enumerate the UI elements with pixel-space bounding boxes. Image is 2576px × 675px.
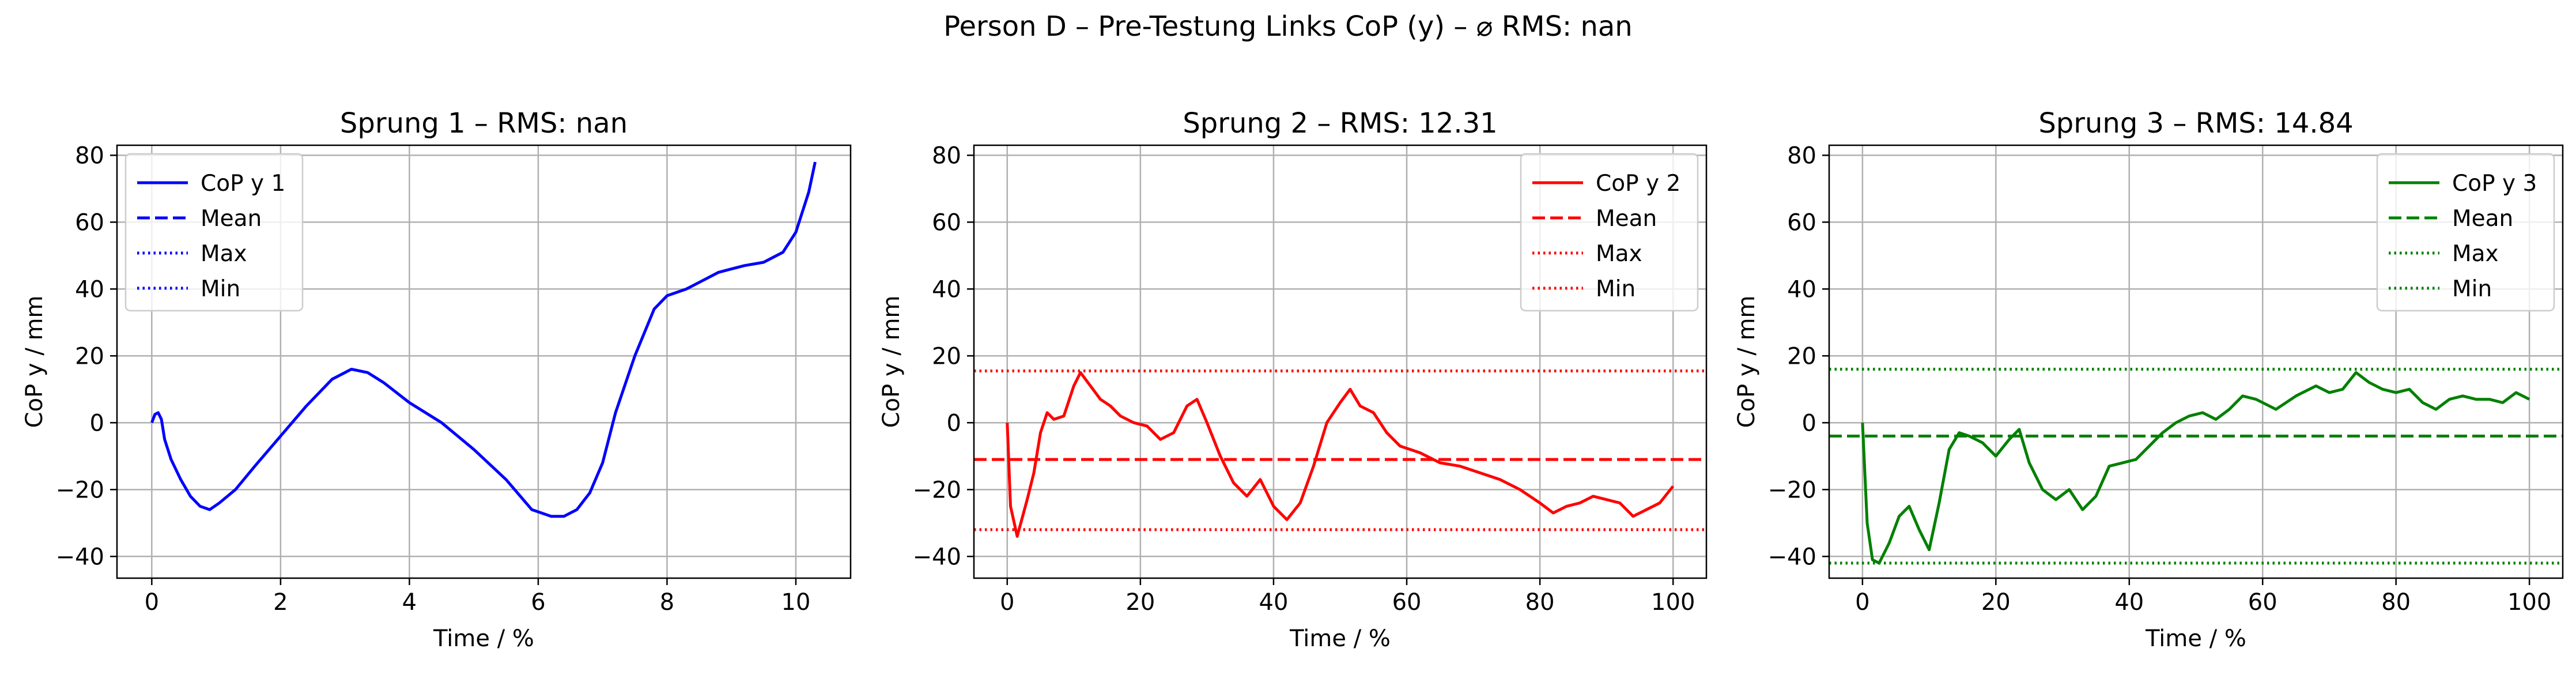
figure-title: Person D – Pre-Testung Links CoP (y) – ⌀…: [943, 10, 1632, 43]
y-tick-label: 80: [1787, 142, 1816, 169]
legend-box: [2376, 153, 2555, 312]
y-tick-label: −20: [913, 477, 961, 503]
x-tick-label: 100: [1651, 589, 1695, 616]
x-axis-label: Time / %: [1289, 625, 1391, 652]
y-tick-label: 40: [1787, 276, 1816, 303]
y-tick-label: −20: [56, 477, 104, 503]
x-tick-label: 8: [660, 589, 674, 616]
x-axis-label: Time / %: [433, 625, 534, 652]
x-tick-label: 6: [531, 589, 545, 616]
legend-label: CoP y 1: [201, 171, 285, 197]
axes-frame: [973, 144, 1708, 579]
x-tick-label: 100: [2507, 589, 2551, 616]
legend-box: [124, 153, 304, 312]
subplot-1: 0 2 4 6 8 10 −40 −20 0 20 40 60 80 Sprung 1 – RMS: na…: [21, 107, 852, 652]
series-line-1: [1006, 371, 1675, 538]
y-tick-label: 20: [932, 343, 961, 369]
y-tick-label: 20: [1787, 343, 1816, 369]
legend-label: Min: [2452, 276, 2492, 302]
x-tick-label: 40: [2114, 589, 2144, 616]
x-tick-label: 2: [273, 589, 288, 616]
legend-label: Mean: [201, 206, 262, 232]
series-line-1: [1861, 371, 2530, 565]
series-line-1: [150, 161, 817, 518]
x-tick-label: 40: [1259, 589, 1289, 616]
y-tick-label: −40: [56, 544, 104, 570]
y-tick-label: 20: [75, 343, 104, 369]
y-tick-label: 80: [932, 142, 961, 169]
y-tick-label: 0: [90, 410, 104, 436]
x-tick-label: 0: [1000, 589, 1014, 616]
subplot-title: Sprung 2 – RMS: 12.31: [1183, 107, 1497, 139]
legend: CoP y 1 Mean Max Min: [124, 153, 304, 312]
x-tick-label: 80: [1525, 589, 1555, 616]
x-tick-label: 60: [1392, 589, 1422, 616]
y-tick-label: 0: [1802, 410, 1816, 436]
y-tick-label: 40: [75, 276, 104, 303]
y-tick-label: 0: [947, 410, 961, 436]
x-tick-label: 0: [145, 589, 159, 616]
subplot-2: 0 20 40 60 80 100 −40 −20 0 20 40 60 80 Sprung 2 – RM…: [878, 107, 1708, 652]
x-tick-label: 0: [1855, 589, 1869, 616]
legend-label: Min: [201, 276, 240, 302]
x-tick-label: 10: [781, 589, 811, 616]
y-axis-label: CoP y / mm: [878, 296, 905, 428]
legend-label: Mean: [1596, 206, 1657, 232]
x-tick-label: 60: [2248, 589, 2277, 616]
y-tick-label: −40: [1768, 544, 1816, 570]
subplot-3: 0 20 40 60 80 100 −40 −20 0 20 40 60 80 Sprung 3 – RM…: [1733, 107, 2564, 652]
y-axis-label: CoP y / mm: [21, 296, 48, 428]
legend: CoP y 2 Mean Max Min: [1520, 153, 1699, 312]
y-tick-label: 80: [75, 142, 104, 169]
legend-label: Min: [1596, 276, 1636, 302]
y-tick-label: 60: [932, 209, 961, 236]
x-tick-label: 80: [2381, 589, 2411, 616]
axes-frame: [1828, 144, 2564, 579]
subplot-title: Sprung 3 – RMS: 14.84: [2038, 107, 2353, 139]
legend-label: Max: [2452, 241, 2499, 267]
y-axis-label: CoP y / mm: [1733, 296, 1760, 428]
y-tick-label: 60: [75, 209, 104, 236]
x-axis-label: Time / %: [2145, 625, 2246, 652]
legend-label: Max: [1596, 241, 1642, 267]
x-tick-label: 20: [1125, 589, 1155, 616]
subplot-title: Sprung 1 – RMS: nan: [340, 107, 628, 139]
x-tick-label: 20: [1981, 589, 2011, 616]
y-tick-label: −20: [1768, 477, 1816, 503]
y-tick-label: 60: [1787, 209, 1816, 236]
y-tick-label: 40: [932, 276, 961, 303]
y-tick-label: −40: [913, 544, 961, 570]
legend-label: Mean: [2452, 206, 2513, 232]
x-tick-label: 4: [402, 589, 417, 616]
legend-label: CoP y 3: [2452, 171, 2537, 197]
legend-box: [1520, 153, 1699, 312]
legend: CoP y 3 Mean Max Min: [2376, 153, 2555, 312]
legend-label: CoP y 2: [1596, 171, 1680, 197]
legend-label: Max: [201, 241, 247, 267]
axes-frame: [116, 144, 852, 579]
